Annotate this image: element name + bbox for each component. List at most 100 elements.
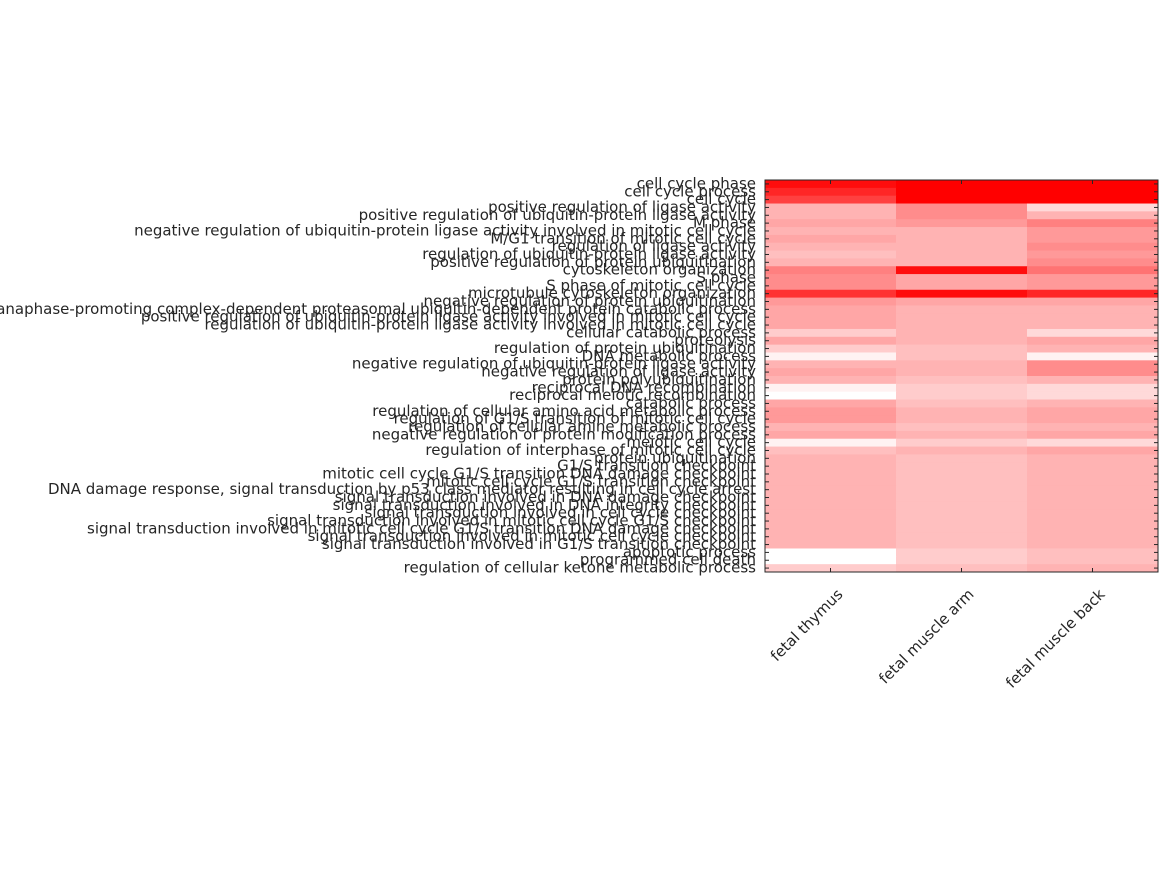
row-label: regulation of ligase activity [552, 237, 756, 255]
row-label: M/G1 transition of mitotic cell cycle [490, 229, 756, 247]
heatmap-cell [1027, 383, 1159, 393]
heatmap-cell [1027, 195, 1159, 205]
heatmap-cell [765, 399, 897, 408]
heatmap-cell [765, 462, 897, 471]
row-label: S phase of mitotic cell cycle [546, 276, 756, 294]
heatmap-cell [896, 321, 1028, 330]
heatmap-cell [896, 274, 1028, 283]
heatmap-cell [896, 352, 1028, 361]
heatmap-cell [896, 438, 1028, 448]
row-label: cell cycle [687, 190, 756, 208]
row-label: reciprocal meiotic recombination [509, 386, 756, 404]
heatmap-cell [896, 524, 1028, 534]
heatmap-cell [765, 430, 897, 440]
heatmap-cell [765, 517, 897, 526]
heatmap-cell [765, 344, 897, 353]
heatmap-cell [896, 250, 1028, 259]
heatmap-cell [1027, 548, 1159, 557]
heatmap-cell [765, 305, 897, 314]
heatmap-cell [896, 376, 1028, 385]
heatmap-cell [1027, 321, 1159, 330]
column-label: fetal thymus [767, 585, 847, 665]
heatmap-cell [765, 493, 897, 502]
heatmap-cell [765, 211, 897, 220]
heatmap-cell [896, 540, 1028, 549]
heatmap-cell [765, 187, 897, 197]
heatmap-cell [1027, 219, 1159, 228]
row-label: signal transduction involved in DNA inte… [333, 496, 756, 514]
heatmap-cell [896, 430, 1028, 440]
row-label: cellular catabolic process [566, 323, 756, 341]
row-label: protein polyubiquitination [562, 370, 756, 388]
heatmap-cell [765, 438, 897, 448]
heatmap-cell [1027, 446, 1159, 455]
row-label: anaphase-promoting complex-dependent pro… [0, 300, 756, 318]
row-label: G1/S transition checkpoint [557, 457, 756, 475]
row-label: negative regulation of ligase activity [481, 363, 756, 381]
heatmap-cell [896, 556, 1028, 565]
row-label: regulation of ubiquitin-protein ligase a… [204, 316, 756, 334]
heatmap-cell [765, 328, 897, 338]
heatmap-cell [896, 532, 1028, 542]
heatmap-cell [1027, 540, 1159, 549]
heatmap-cell [765, 281, 897, 291]
heatmap-cell [765, 501, 897, 510]
heatmap-cell [1027, 227, 1159, 236]
heatmap-cell [896, 328, 1028, 338]
heatmap-cell [896, 258, 1028, 267]
heatmap-cell [765, 454, 897, 463]
row-label: mitotic cell cycle G1/S transition check… [426, 472, 756, 490]
heatmap-cell [896, 305, 1028, 314]
heatmap-cell [765, 195, 897, 205]
row-label: meiotic cell cycle [626, 433, 756, 451]
heatmap-cell [896, 211, 1028, 220]
heatmap-cell [1027, 313, 1159, 322]
heatmap-cell [765, 266, 897, 275]
heatmap-cell [765, 352, 897, 361]
heatmap-cell [896, 485, 1028, 495]
heatmap-cell [765, 297, 897, 306]
heatmap-cell [1027, 470, 1159, 479]
heatmap-cell [1027, 532, 1159, 542]
heatmap-cell [765, 180, 897, 189]
heatmap-cell [765, 383, 897, 393]
heatmap-cell [896, 360, 1028, 369]
row-label: reciprocal DNA recombination [532, 378, 756, 396]
heatmap-cell [765, 446, 897, 455]
heatmap-cell [1027, 266, 1159, 275]
heatmap-cell [1027, 360, 1159, 369]
row-label: signal transduction involved in DNA dama… [335, 488, 756, 506]
heatmap-cell [896, 454, 1028, 463]
heatmap-cell [1027, 391, 1159, 401]
row-label: signal transduction involved in G1/S tra… [322, 535, 756, 553]
heatmap-cell [1027, 376, 1159, 385]
heatmap-cell [765, 376, 897, 385]
row-label: programmed cell death [580, 551, 756, 569]
row-label: regulation of cellular amine metabolic p… [408, 417, 756, 435]
row-label: protein ubiquitination [594, 449, 756, 467]
heatmap-cell [765, 258, 897, 267]
heatmap-cell [896, 470, 1028, 479]
row-label: positive regulation of ligase activity [488, 198, 756, 216]
heatmap-cell [1027, 368, 1159, 377]
heatmap-cell [1027, 180, 1159, 189]
heatmap-cell [1027, 344, 1159, 353]
heatmap-cell [1027, 493, 1159, 502]
heatmap-cell [1027, 187, 1159, 197]
heatmap-cell [896, 266, 1028, 275]
heatmap-cell [1027, 501, 1159, 510]
row-label: microtubule cytoskeleton organization [468, 284, 756, 302]
heatmap-cell [1027, 462, 1159, 471]
heatmap-cell [1027, 415, 1159, 424]
heatmap-cell [1027, 250, 1159, 259]
heatmap-cell [765, 234, 897, 244]
row-label: regulation of protein ubiquitination [494, 339, 756, 357]
heatmap-cell [765, 477, 897, 487]
heatmap-cell [1027, 328, 1159, 338]
heatmap-cell [765, 548, 897, 557]
heatmap-cell [1027, 242, 1159, 252]
heatmap-cell [896, 493, 1028, 502]
row-label: regulation of cellular ketone metabolic … [404, 559, 757, 577]
heatmap-cell [765, 360, 897, 369]
